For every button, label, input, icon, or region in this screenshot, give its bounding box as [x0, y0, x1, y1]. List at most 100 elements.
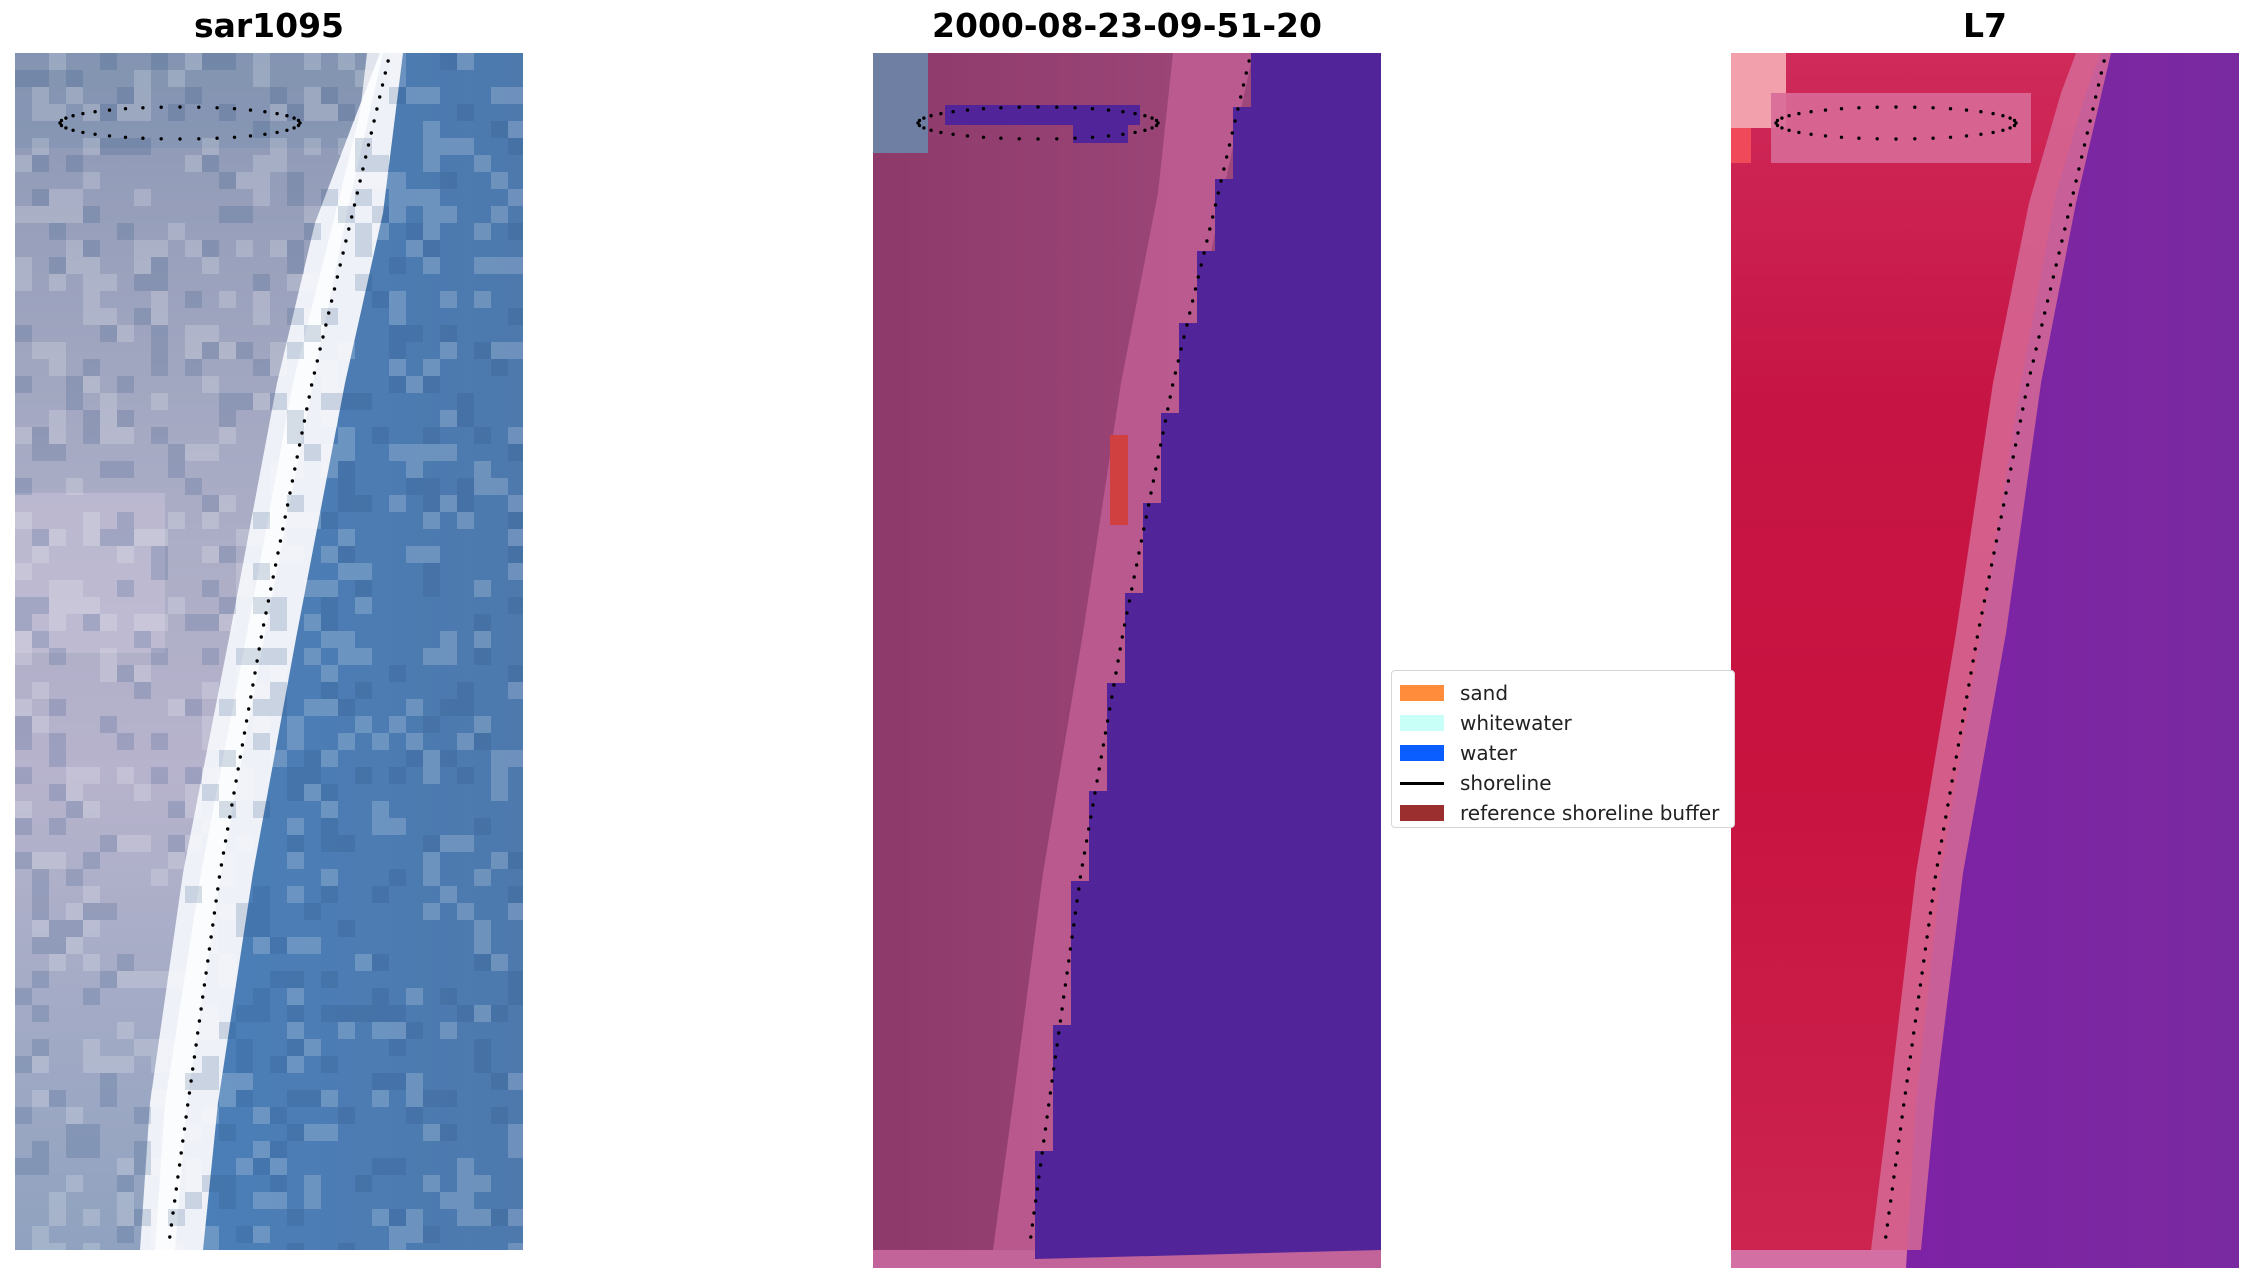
shoreline-point [264, 611, 268, 615]
shoreline-point [283, 515, 287, 519]
shoreline-point [1946, 803, 1950, 807]
shoreline-point [296, 123, 301, 128]
shoreline-point [1017, 105, 1021, 109]
shoreline-point [159, 137, 163, 141]
shoreline-point [251, 683, 255, 687]
shoreline-point [2001, 503, 2006, 507]
shoreline-point [232, 107, 237, 111]
shoreline-point [1139, 539, 1144, 543]
shoreline-point [2102, 59, 2106, 63]
shoreline-point [1163, 419, 1168, 423]
shoreline-point [1915, 1007, 1919, 1011]
shoreline-point [194, 1043, 198, 1047]
shoreline-point [1077, 887, 1081, 891]
legend-item-water: water [1400, 740, 1517, 766]
shoreline-point [174, 1187, 178, 1191]
shoreline-point [369, 131, 373, 135]
shoreline-point [375, 107, 379, 111]
shoreline-point [1973, 647, 1977, 651]
shoreline-dots [1774, 59, 2106, 1239]
shoreline-point [197, 1019, 202, 1023]
shoreline-point [2009, 467, 2013, 471]
shoreline-point [1809, 132, 1813, 136]
shoreline-point [191, 1067, 195, 1071]
legend-label: sand [1460, 681, 1509, 705]
shoreline-point [2063, 227, 2067, 231]
shoreline-point [123, 107, 128, 111]
shoreline-point [355, 191, 359, 195]
legend-item-shoreline: shoreline [1400, 770, 1552, 796]
shoreline-point [1917, 995, 1921, 999]
shoreline-point [1029, 1235, 1033, 1239]
shoreline-point [361, 167, 365, 171]
shoreline-point [192, 1055, 197, 1059]
shoreline-point [1142, 527, 1146, 531]
shoreline-point [1082, 851, 1087, 855]
shoreline-point [236, 767, 240, 771]
legend-item-reference-buffer: reference shoreline buffer [1400, 800, 1719, 826]
shoreline-point [1960, 719, 1965, 723]
shoreline-point [169, 1223, 174, 1227]
shoreline-point [1196, 275, 1200, 279]
shoreline-point [269, 587, 273, 591]
shoreline-point [2023, 395, 2027, 399]
shoreline-point [1047, 1103, 1051, 1107]
shoreline-point [263, 132, 267, 136]
shoreline-point [1912, 1031, 1916, 1035]
legend-item-whitewater: whitewater [1400, 710, 1572, 736]
shoreline-point [965, 108, 970, 112]
index-image [1731, 53, 2239, 1268]
shoreline-point [2043, 311, 2047, 315]
shoreline-point [2082, 143, 2087, 147]
shoreline-point [196, 1031, 200, 1035]
shoreline-point [352, 203, 357, 207]
shoreline-point [1179, 347, 1183, 351]
shoreline-point [1133, 111, 1137, 116]
shoreline-point [1927, 923, 1931, 927]
shoreline-point [1956, 743, 1961, 747]
shoreline-point [315, 359, 319, 363]
shoreline-point [2096, 83, 2101, 87]
shoreline-point [285, 128, 289, 132]
shoreline-point [1780, 126, 1784, 130]
shoreline-point [2004, 491, 2008, 495]
shoreline-point [1892, 1175, 1896, 1179]
shoreline-point [1216, 191, 1220, 195]
shoreline-point [2001, 128, 2005, 132]
shoreline-point [1091, 803, 1095, 807]
shoreline-point [1055, 1043, 1059, 1047]
legend: sand whitewater water shoreline referenc… [1391, 670, 1735, 828]
shoreline-point [1887, 1211, 1891, 1215]
shoreline-point [1070, 935, 1074, 939]
shoreline-point [1193, 287, 1198, 291]
shoreline-point [372, 119, 376, 123]
shoreline-point [981, 107, 986, 111]
shoreline-point [1137, 551, 1141, 555]
shoreline-point [202, 983, 207, 987]
shoreline-point [2025, 383, 2030, 387]
shoreline-point [939, 130, 943, 135]
shoreline-point [1068, 947, 1073, 951]
shoreline-point [176, 1175, 180, 1179]
shoreline-point [1106, 108, 1111, 112]
reference-buffer-swatch [1400, 805, 1444, 821]
shoreline-point [168, 1235, 172, 1239]
shoreline-point [214, 899, 218, 903]
shoreline-point [1991, 130, 1995, 135]
shoreline-point [234, 779, 238, 783]
shoreline-point [1182, 335, 1186, 339]
shoreline-point [1908, 1055, 1913, 1059]
shoreline-point [1774, 121, 1778, 125]
shoreline-point [1067, 959, 1071, 963]
shoreline-point [1151, 479, 1156, 483]
shoreline-point [1073, 911, 1078, 915]
shoreline-point [2016, 431, 2020, 435]
shoreline-point [1964, 108, 1969, 112]
shoreline-point [2068, 203, 2073, 207]
shoreline-point [217, 875, 222, 879]
shoreline-point [1239, 95, 1243, 99]
shoreline-point [1097, 767, 1101, 771]
shoreline-point [1893, 1163, 1898, 1167]
shoreline-point [1884, 1235, 1888, 1239]
shoreline-point [1150, 126, 1154, 130]
